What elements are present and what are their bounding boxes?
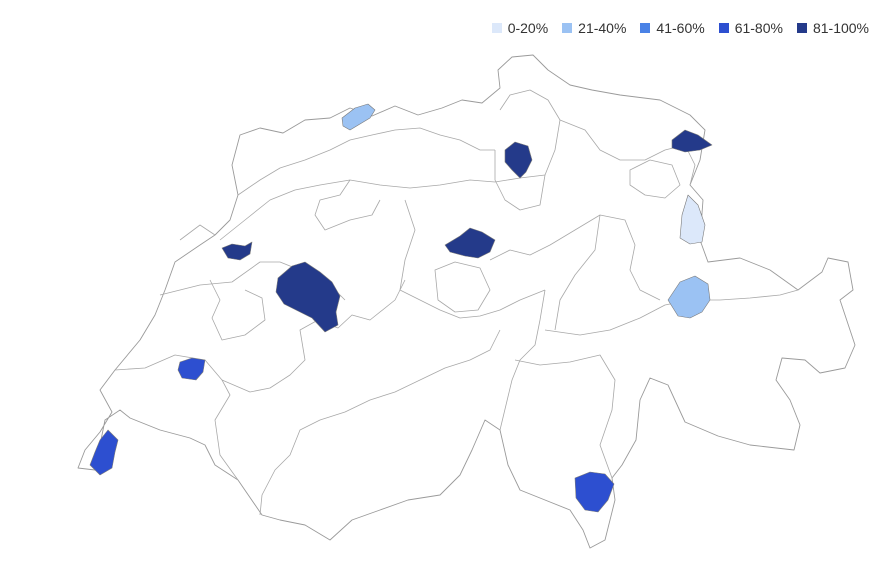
- region-lausanne[interactable]: [177, 357, 206, 381]
- region-lucerne[interactable]: [444, 227, 496, 259]
- internal-borders: [114, 89, 799, 516]
- legend-swatch: [718, 23, 729, 33]
- legend-item[interactable]: 21-40%: [562, 20, 626, 36]
- legend-label: 21-40%: [578, 20, 627, 36]
- country-outline: [77, 54, 856, 549]
- legend-swatch: [796, 23, 807, 33]
- legend-label: 81-100%: [812, 20, 869, 36]
- region-biel[interactable]: [221, 241, 253, 261]
- legend-swatch: [491, 23, 502, 33]
- region-st-gallen[interactable]: [671, 129, 713, 153]
- region-chur[interactable]: [667, 275, 711, 319]
- region-lugano[interactable]: [574, 471, 615, 513]
- legend-item[interactable]: 0-20%: [491, 20, 549, 36]
- region-zurich[interactable]: [504, 141, 533, 179]
- legend-item[interactable]: 41-60%: [640, 20, 705, 36]
- legend-label: 41-60%: [656, 20, 705, 36]
- region-bern[interactable]: [275, 261, 341, 333]
- region-basel[interactable]: [341, 103, 376, 131]
- legend-swatch: [562, 23, 573, 33]
- legend-item[interactable]: 61-80%: [718, 20, 783, 36]
- legend-label: 0-20%: [507, 20, 549, 36]
- legend-item[interactable]: 81-100%: [796, 20, 869, 36]
- highlighted-regions: [89, 103, 713, 513]
- legend-swatch: [640, 23, 651, 33]
- legend: 0-20% 21-40% 41-60% 61-80% 81-100%: [491, 20, 869, 36]
- region-liechtenstein-border[interactable]: [679, 194, 706, 245]
- legend-label: 61-80%: [734, 20, 783, 36]
- region-geneva[interactable]: [89, 429, 119, 476]
